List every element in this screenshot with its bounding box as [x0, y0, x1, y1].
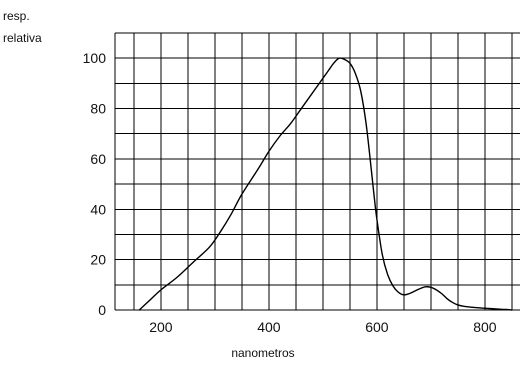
x-tick-label: 800 — [473, 319, 497, 335]
x-tick-label: 600 — [365, 319, 389, 335]
y-tick-label: 60 — [90, 151, 106, 167]
tick-labels: 0 20 40 60 80 100 200 400 600 800 — [83, 50, 497, 335]
y-tick-label: 100 — [83, 50, 107, 66]
x-tick-label: 200 — [149, 319, 173, 335]
response-curve — [138, 57, 513, 311]
y-tick-label: 20 — [90, 252, 106, 268]
curve-layer — [138, 57, 513, 311]
y-tick-label: 40 — [90, 201, 106, 217]
y-tick-label: 0 — [98, 302, 106, 318]
x-axis-label: nanometros — [231, 346, 294, 360]
y-tick-label: 80 — [90, 101, 106, 117]
y-axis-label-line-2: relativa — [3, 31, 42, 45]
y-axis-label-line-1: resp. — [3, 9, 30, 23]
grid — [114, 32, 520, 311]
x-tick-label: 400 — [257, 319, 281, 335]
